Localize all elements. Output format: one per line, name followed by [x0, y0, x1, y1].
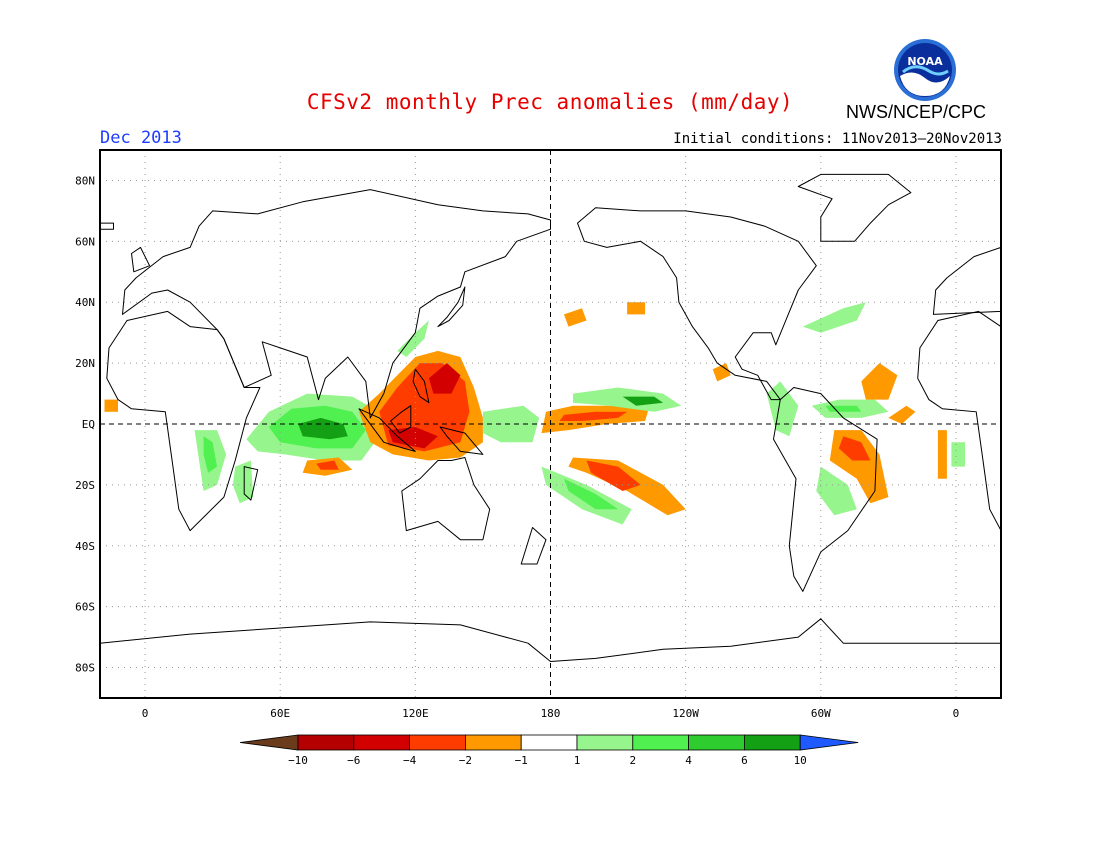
- longitude-label: 180: [541, 707, 561, 720]
- madagascar-wet: [232, 460, 254, 504]
- forecast-month: Dec 2013: [100, 128, 182, 148]
- amazon-wet-core: [825, 405, 862, 412]
- coastlines: [0, 173, 1001, 698]
- south-america-wet: [816, 466, 857, 516]
- africa-outline: [106, 310, 261, 532]
- latitude-label: 60S: [75, 601, 95, 614]
- latitude-label: 20S: [75, 479, 95, 492]
- new-zealand-outline: [520, 527, 547, 565]
- australia-outline: [401, 457, 491, 541]
- latitude-label: 40S: [75, 540, 95, 553]
- colorbar-swatch: [632, 734, 689, 751]
- south-indian-dry-core: [316, 460, 339, 470]
- south-america-outline: [773, 387, 878, 592]
- latitude-labels: 80N 60N 40N 20N EQ 20S 40S 60S 80S: [75, 174, 95, 674]
- indian-ocean-wet-core: [298, 417, 348, 440]
- colorbar-label: 4: [685, 754, 692, 767]
- latitude-label: 80N: [75, 174, 95, 187]
- eurasia-outline: [122, 189, 551, 419]
- colorbar-label: 6: [741, 754, 748, 767]
- colorbar-label: −1: [515, 754, 528, 767]
- colorbar-swatch: [576, 734, 634, 751]
- colorbar-swatch: [409, 734, 466, 751]
- north-atlantic-wet: [802, 302, 866, 333]
- china-wet: [397, 320, 429, 357]
- colorbar-swatch: [297, 734, 355, 751]
- longitude-label: 0: [953, 707, 960, 720]
- south-america-outline-wrap: [0, 388, 66, 592]
- mexico-dry: [712, 363, 731, 382]
- borneo-outline: [390, 405, 412, 434]
- anomaly-fields: [104, 302, 965, 525]
- latitude-label: 80S: [75, 662, 95, 675]
- itcz-wet: [573, 387, 682, 412]
- latitude-label: 40N: [75, 296, 95, 309]
- northeast-pacific-dry: [627, 302, 646, 315]
- south-pacific-wet-core: [564, 478, 619, 510]
- spcz-dry-core: [586, 460, 641, 491]
- colorbar-swatch: [464, 734, 522, 751]
- colorbar-swatch: [744, 734, 801, 751]
- longitude-label: 0: [142, 707, 149, 720]
- new-guinea-outline: [439, 426, 484, 455]
- colorbar-label: 2: [629, 754, 636, 767]
- colorbar-low-arrow: [239, 734, 299, 751]
- colorbar-label: −4: [403, 754, 417, 767]
- itcz-wet-core: [622, 396, 664, 406]
- colorbar-label: 1: [574, 754, 581, 767]
- central-pacific-dry-core: [559, 411, 628, 421]
- east-atlantic-wet: [951, 442, 965, 467]
- east-atlantic-dry: [937, 430, 947, 479]
- indonesia-outline: [358, 408, 416, 452]
- colorbar-label: 10: [794, 754, 807, 767]
- colorbar-label: −6: [347, 754, 360, 767]
- philippines-outline: [412, 368, 430, 404]
- west-africa-dry: [104, 399, 118, 412]
- africa-wet-core: [203, 436, 218, 473]
- longitude-label: 60W: [811, 707, 831, 720]
- central-america-wet: [766, 381, 799, 437]
- longitude-labels: 0 60E 120E 180 120W 60W 0: [142, 707, 960, 720]
- greenland-outline: [797, 173, 912, 242]
- japan-outline: [437, 286, 466, 328]
- north-america-outline-wrap: [0, 208, 5, 400]
- colorbar-swatch: [688, 734, 745, 751]
- africa-outline-wrap: [917, 310, 1001, 532]
- antarctica-outline: [100, 618, 1001, 698]
- west-pacific-wet: [482, 405, 540, 443]
- equatorial-atlantic-dry: [888, 405, 916, 424]
- colorbar-swatch: [353, 734, 410, 751]
- latitude-label: EQ: [82, 418, 95, 431]
- noaa-logo: NOAA: [894, 39, 956, 101]
- longitude-label: 120E: [402, 707, 429, 720]
- color-legend: −10 −6 −4 −2 −1 1 2 4 6 10: [239, 734, 859, 767]
- madagascar-outline: [243, 466, 259, 501]
- uk-outline: [131, 246, 151, 273]
- map-title: CFSv2 monthly Prec anomalies (mm/day): [306, 90, 794, 114]
- colorbar-label: −2: [459, 754, 472, 767]
- graticule: [100, 150, 1001, 698]
- latitude-label: 20N: [75, 357, 95, 370]
- latitude-label: 60N: [75, 235, 95, 248]
- atlantic-dry: [861, 363, 898, 400]
- organization-label: NWS/NCEP/CPC: [846, 102, 987, 122]
- colorbar-high-arrow: [799, 734, 859, 751]
- longitude-label: 60E: [270, 707, 290, 720]
- colorbar-label: −10: [288, 754, 308, 767]
- maritime-dry-core: [428, 363, 461, 394]
- brazil-dry-core: [838, 436, 871, 461]
- europe-asia-wrap-outline: [932, 246, 1001, 315]
- map-frame: [99, 149, 1002, 699]
- colorbar-swatch: [520, 734, 578, 751]
- iceland-outline: [100, 222, 114, 230]
- north-pacific-dry: [564, 308, 587, 327]
- initial-conditions: Initial conditions: 11Nov2013–20Nov2013: [673, 131, 1002, 147]
- north-america-outline: [577, 207, 817, 401]
- longitude-label: 120W: [672, 707, 699, 720]
- svg-text:NOAA: NOAA: [907, 55, 943, 68]
